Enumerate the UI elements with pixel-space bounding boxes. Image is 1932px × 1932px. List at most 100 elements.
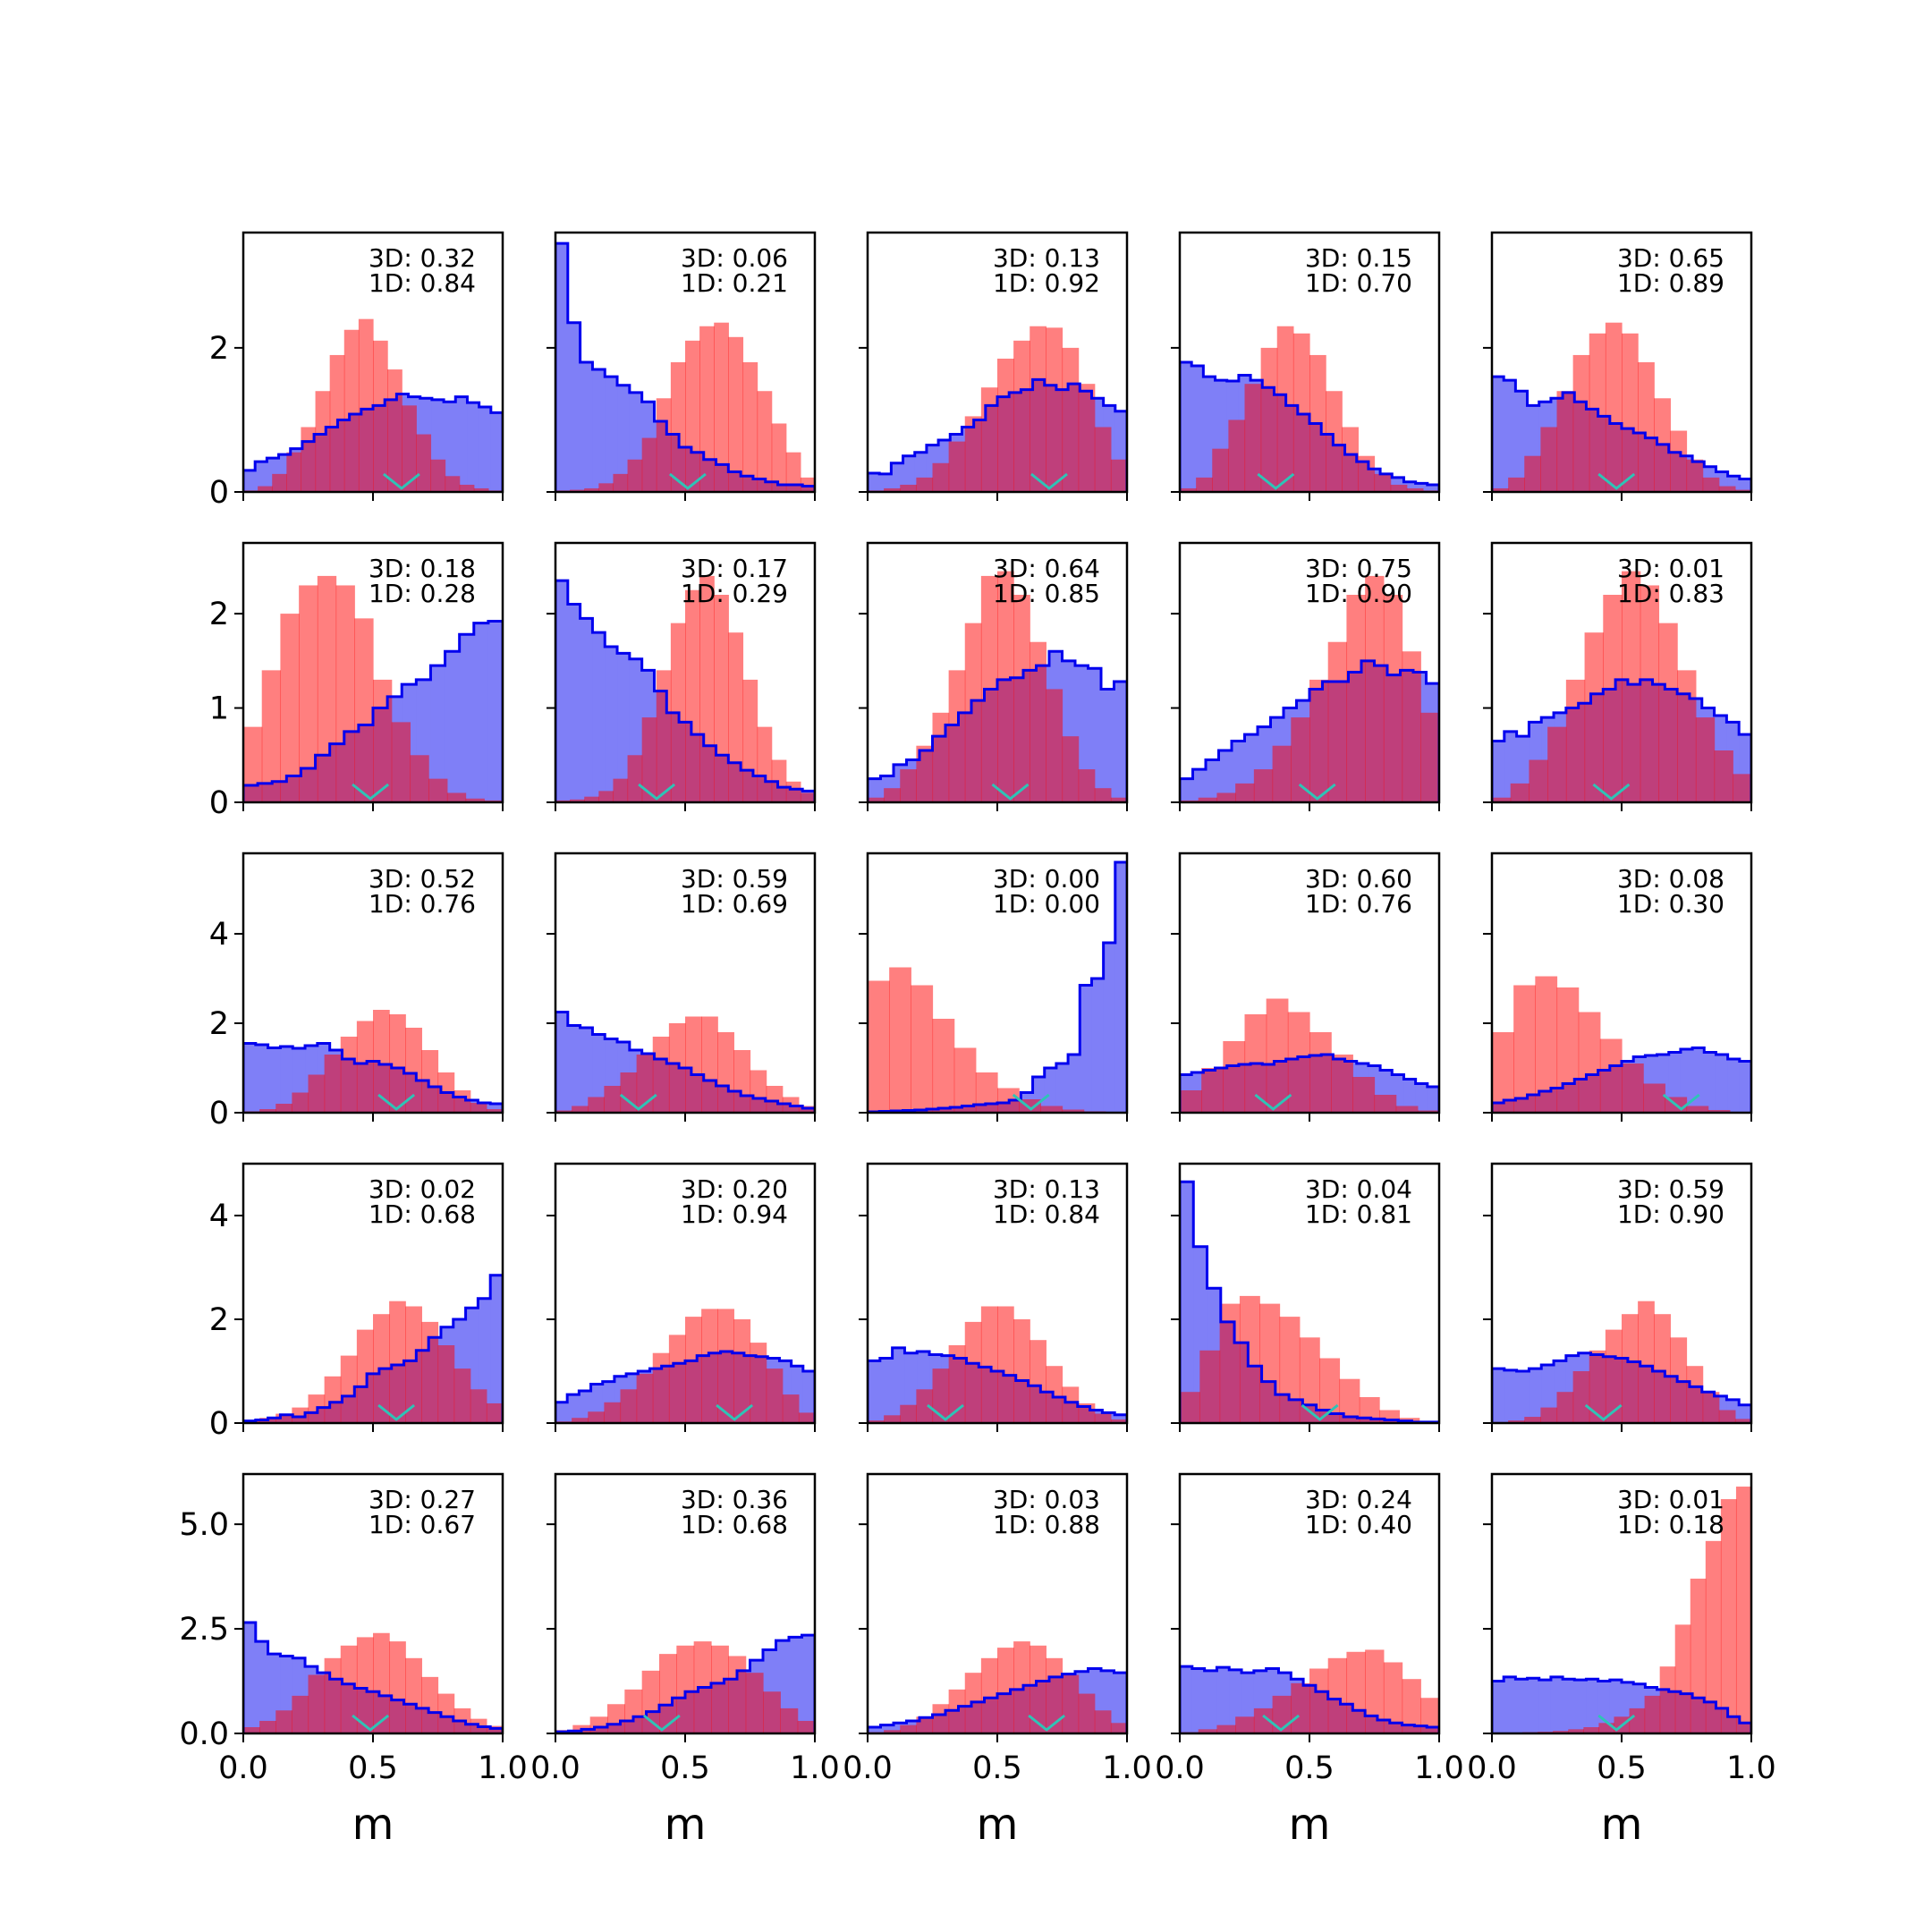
blue-bar (1180, 1666, 1193, 1733)
red-bar (1659, 1666, 1676, 1733)
red-bar (570, 799, 585, 802)
marker-v (1298, 783, 1336, 801)
marker-v (1257, 472, 1295, 490)
red-bar (405, 1306, 422, 1423)
red-bar (280, 614, 300, 802)
y-tick-label: 0 (209, 1096, 229, 1131)
annotation-1d: 1D: 0.90 (1617, 1199, 1724, 1229)
plot-area (555, 1633, 815, 1733)
red-bar (884, 788, 901, 802)
red-bar (416, 434, 432, 492)
red-bar (668, 1335, 686, 1423)
red-bar (884, 1415, 901, 1423)
red-bar (932, 1704, 950, 1733)
blue-bar (1704, 1052, 1717, 1113)
plot-area (868, 326, 1127, 492)
red-bar (685, 589, 700, 802)
red-bar (797, 1720, 815, 1733)
y-tick-label: 0 (209, 785, 229, 821)
blue-bar (1103, 943, 1116, 1113)
red-bar (932, 462, 950, 492)
red-bar (1622, 571, 1641, 802)
red-bar (948, 670, 966, 802)
red-bar (1094, 1413, 1112, 1423)
plot-area (1180, 1180, 1439, 1423)
red-bar (1510, 783, 1530, 802)
annotation-1d: 1D: 0.81 (1305, 1199, 1412, 1229)
blue-bar (617, 653, 631, 802)
blue-step-line (868, 1346, 1127, 1423)
plot-area (868, 860, 1127, 1113)
red-bar (1402, 1679, 1421, 1733)
red-bar (1622, 1314, 1639, 1423)
red-bar (733, 1050, 751, 1113)
red-bar (728, 1656, 747, 1733)
red-bar (261, 670, 282, 802)
red-bar (975, 1072, 998, 1113)
x-tick-label: 0.0 (218, 1750, 268, 1786)
red-bar (652, 1037, 670, 1113)
red-bar (964, 1321, 982, 1423)
red-bar (964, 623, 982, 802)
red-bar (1629, 1707, 1646, 1733)
red-bar (868, 980, 890, 1113)
red-bar (1198, 1729, 1218, 1733)
red-bar (1638, 1301, 1655, 1423)
red-bar (717, 1309, 734, 1423)
red-bar (1291, 1682, 1310, 1733)
x-tick-label: 1.0 (1102, 1750, 1152, 1786)
red-bar (948, 1345, 966, 1423)
x-tick-label: 1.0 (1414, 1750, 1464, 1786)
red-bar (997, 1648, 1014, 1733)
red-bar (868, 797, 885, 802)
blue-bar (1403, 481, 1417, 492)
red-bar (1714, 750, 1733, 802)
red-bar (884, 1730, 901, 1733)
red-bar (1420, 1698, 1439, 1733)
blue-bar (267, 1047, 282, 1113)
blue-step-line (555, 1350, 815, 1423)
red-bar (868, 1420, 885, 1423)
red-bar (1094, 788, 1112, 802)
red-bar (884, 487, 901, 492)
blue-bar (467, 402, 480, 492)
blue-bar (555, 1012, 569, 1113)
red-bar (1279, 1317, 1301, 1423)
red-bar (1638, 362, 1655, 492)
red-bar (1180, 1090, 1202, 1113)
red-bar (1309, 679, 1329, 802)
x-axis-label: m (977, 1800, 1019, 1850)
red-bar (742, 679, 758, 802)
blue-bar (605, 377, 618, 492)
red-bar (1640, 585, 1660, 802)
blue-bar (567, 1394, 580, 1423)
blue-bar (1191, 1668, 1206, 1733)
red-bar (437, 1345, 455, 1423)
red-bar (668, 1023, 686, 1113)
red-bar (373, 679, 393, 802)
blue-bar (1088, 668, 1102, 802)
annotation-3d: 3D: 0.15 (1305, 243, 1412, 273)
annotation-3d: 3D: 0.52 (369, 864, 476, 894)
blue-bar (902, 455, 916, 492)
red-bar (356, 1637, 374, 1733)
red-bar (1309, 1668, 1329, 1733)
red-bar (1046, 327, 1063, 492)
red-bar (272, 473, 287, 492)
blue-bar (1204, 1670, 1218, 1733)
red-bar (699, 575, 715, 802)
red-bar (1622, 333, 1639, 492)
red-bar (589, 1716, 608, 1733)
plot-area (1180, 575, 1439, 802)
blue-bar (1492, 741, 1505, 802)
red-bar (1062, 1674, 1080, 1733)
red-bar (620, 1389, 638, 1423)
red-bar (900, 1724, 917, 1733)
blue-step-line (243, 1042, 503, 1113)
red-bar (699, 326, 715, 492)
red-bar (701, 1016, 718, 1113)
blue-bar (1739, 1404, 1751, 1423)
